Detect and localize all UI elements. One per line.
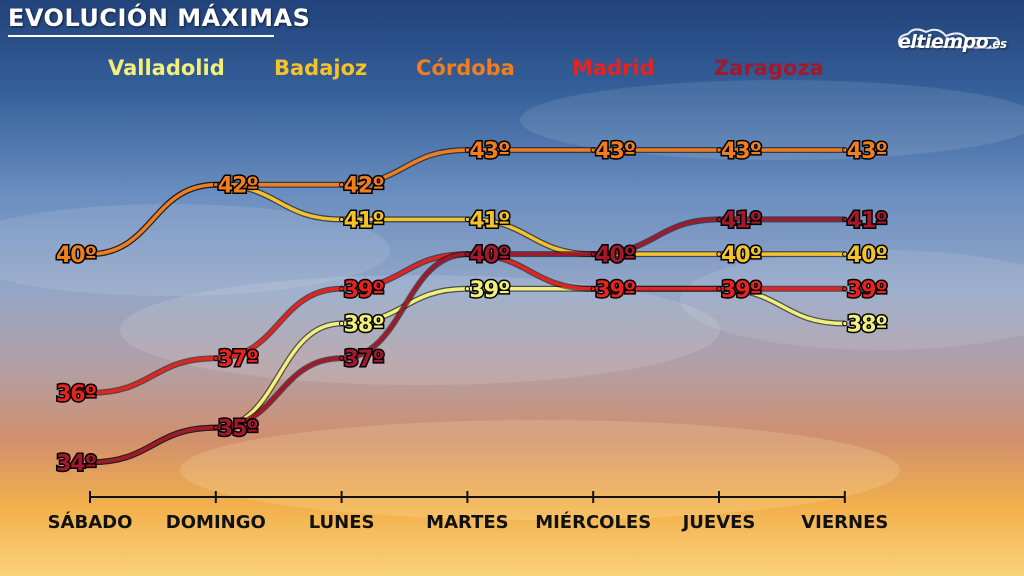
data-point-zaragoza	[464, 251, 471, 257]
data-label-cordoba: 43º	[469, 139, 510, 164]
title-underline	[8, 35, 274, 37]
data-point-cordoba	[213, 182, 219, 188]
data-label-zaragoza: 41º	[721, 208, 762, 233]
series-shadow-cordoba	[89, 146, 845, 258]
data-point-zaragoza	[338, 355, 345, 361]
data-point-madrid	[213, 355, 219, 361]
data-point-cordoba	[842, 147, 848, 153]
data-label-zaragoza: 40º	[595, 243, 636, 268]
x-tick-label-viernes: VIERNES	[801, 512, 888, 533]
data-label-badajoz: 41º	[344, 208, 385, 233]
cloud-logo-icon	[898, 28, 1000, 50]
x-tick-label-domingo: DOMINGO	[166, 512, 266, 533]
data-point-cordoba	[590, 147, 596, 153]
series-shadow-madrid	[89, 251, 845, 396]
data-label-cordoba: 42º	[344, 174, 385, 199]
x-axis: SÁBADO DOMINGO LUNES MARTES MIÉRCOLES JUEVES V…	[48, 491, 888, 533]
data-label-zaragoza: 37º	[344, 347, 385, 372]
page-title: EVOLUCIÓN MÁXIMAS	[8, 4, 311, 32]
data-label-zaragoza: 40º	[469, 243, 510, 268]
data-label-cordoba: 43º	[595, 139, 636, 164]
series-line-cordoba	[89, 148, 845, 256]
data-label-badajoz: 40º	[847, 243, 888, 268]
x-tick-label-jueves: JUEVES	[681, 512, 756, 533]
data-point-badajoz	[716, 251, 722, 257]
legend-cordoba: Córdoba	[416, 56, 515, 80]
data-label-madrid: 36º	[56, 382, 97, 407]
data-point-zaragoza	[213, 424, 219, 431]
data-label-valladolid: 38º	[847, 313, 888, 338]
data-point-madrid	[590, 286, 596, 292]
brand-logo-name: eltiempo	[898, 31, 989, 53]
data-point-zaragoza	[590, 251, 596, 257]
data-label-zaragoza: 34º	[56, 451, 97, 476]
data-point-madrid	[716, 286, 722, 292]
data-label-cordoba: 40º	[56, 243, 97, 268]
data-point-zaragoza	[842, 216, 848, 223]
data-label-cordoba: 42º	[218, 174, 259, 199]
data-point-madrid	[338, 286, 345, 292]
data-point-zaragoza	[716, 216, 722, 223]
legend-zaragoza: Zaragoza	[714, 56, 824, 80]
legend-madrid: Madrid	[572, 56, 655, 80]
legend-valladolid: Valladolid	[108, 56, 225, 80]
x-tick-label-martes: MARTES	[426, 512, 508, 533]
data-point-badajoz	[842, 251, 848, 257]
data-point-badajoz	[464, 216, 471, 223]
legend-badajoz: Badajoz	[274, 56, 367, 80]
data-label-madrid: 39º	[595, 278, 636, 303]
data-point-cordoba	[464, 147, 471, 153]
data-label-madrid: 39º	[721, 278, 762, 303]
series-shadow-valladolid	[89, 285, 845, 466]
data-label-valladolid: 38º	[344, 313, 385, 338]
data-point-valladolid	[464, 286, 471, 292]
data-point-badajoz	[338, 216, 345, 223]
data-label-madrid: 39º	[344, 278, 385, 303]
series-line-madrid	[89, 252, 845, 395]
x-tick-label-sabado: SÁBADO	[48, 511, 133, 533]
data-point-madrid	[842, 286, 848, 292]
data-label-madrid: 39º	[847, 278, 888, 303]
brand-logo[interactable]: eltiempo.es	[898, 31, 1007, 53]
data-label-cordoba: 43º	[721, 139, 762, 164]
data-label-zaragoza: 41º	[847, 208, 888, 233]
legend: Valladolid Badajoz Córdoba Madrid Zaragoza	[108, 56, 824, 80]
data-point-valladolid	[338, 320, 345, 327]
brand-logo-suffix: .es	[988, 37, 1007, 51]
data-label-madrid: 37º	[218, 347, 259, 372]
data-label-badajoz: 40º	[721, 243, 762, 268]
data-point-valladolid	[842, 320, 848, 327]
x-tick-label-miercoles: MIÉRCOLES	[535, 511, 651, 533]
data-label-zaragoza: 35º	[218, 417, 259, 442]
data-label-badajoz: 41º	[469, 208, 510, 233]
data-point-cordoba	[716, 147, 722, 153]
data-label-cordoba: 43º	[847, 139, 888, 164]
data-labels: 34º 36º 40º 42º 37º 35º 42º 41º 39º 38º 37º 43º 41º 4…	[55, 138, 890, 478]
series-line-valladolid	[89, 287, 845, 465]
data-point-cordoba	[338, 182, 345, 188]
series-lines	[89, 146, 845, 466]
x-tick-label-lunes: LUNES	[309, 512, 375, 533]
data-label-valladolid: 39º	[469, 278, 510, 303]
